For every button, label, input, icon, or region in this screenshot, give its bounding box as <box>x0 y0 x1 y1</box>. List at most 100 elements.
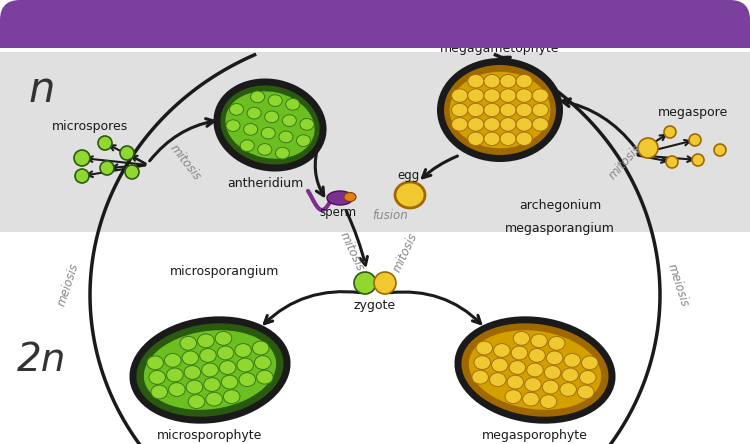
Circle shape <box>638 138 658 158</box>
Text: ALTERNATION OF GENERATIONS: ALTERNATION OF GENERATIONS <box>140 13 610 39</box>
Ellipse shape <box>279 131 293 143</box>
Ellipse shape <box>516 75 532 88</box>
Ellipse shape <box>239 373 256 387</box>
Circle shape <box>125 165 139 179</box>
Text: meiosis: meiosis <box>665 262 691 308</box>
Ellipse shape <box>151 385 167 399</box>
Ellipse shape <box>268 95 282 107</box>
Ellipse shape <box>516 103 532 117</box>
Ellipse shape <box>494 344 510 357</box>
Circle shape <box>374 272 396 294</box>
Ellipse shape <box>217 346 234 360</box>
Ellipse shape <box>509 361 526 374</box>
FancyBboxPatch shape <box>0 0 750 48</box>
Circle shape <box>692 154 704 166</box>
Text: microspores: microspores <box>52 119 128 132</box>
Ellipse shape <box>578 385 594 399</box>
Circle shape <box>354 272 376 294</box>
Ellipse shape <box>564 353 580 367</box>
Text: mitosis: mitosis <box>338 230 367 274</box>
Ellipse shape <box>474 356 490 369</box>
Ellipse shape <box>580 370 596 385</box>
Text: antheridium: antheridium <box>226 177 303 190</box>
Ellipse shape <box>206 392 223 406</box>
Text: sperm: sperm <box>320 206 356 218</box>
Ellipse shape <box>562 368 578 382</box>
Text: megagametophyte: megagametophyte <box>440 41 560 55</box>
Ellipse shape <box>472 370 488 384</box>
Text: megasporangium: megasporangium <box>505 222 615 234</box>
Text: megasporophyte: megasporophyte <box>482 428 588 441</box>
Circle shape <box>666 156 678 168</box>
Ellipse shape <box>513 332 529 345</box>
Text: microsporangium: microsporangium <box>170 266 280 278</box>
Ellipse shape <box>247 107 261 119</box>
Ellipse shape <box>180 337 196 350</box>
Ellipse shape <box>344 193 356 202</box>
Ellipse shape <box>505 390 521 404</box>
Ellipse shape <box>500 118 516 131</box>
Text: microsporophyte: microsporophyte <box>158 428 262 441</box>
Ellipse shape <box>484 118 500 131</box>
Ellipse shape <box>202 363 218 377</box>
Text: egg: egg <box>397 169 419 182</box>
Ellipse shape <box>265 111 279 123</box>
Text: megaspore: megaspore <box>658 106 728 119</box>
Ellipse shape <box>166 368 183 382</box>
Ellipse shape <box>581 356 598 370</box>
Ellipse shape <box>516 89 532 103</box>
Text: archegonium: archegonium <box>519 198 602 211</box>
Ellipse shape <box>184 365 201 379</box>
Ellipse shape <box>327 191 353 205</box>
Circle shape <box>74 150 90 166</box>
Ellipse shape <box>525 378 542 392</box>
Ellipse shape <box>452 89 468 103</box>
Ellipse shape <box>544 365 561 379</box>
Ellipse shape <box>200 349 216 362</box>
Ellipse shape <box>469 330 602 410</box>
Ellipse shape <box>526 363 543 377</box>
Ellipse shape <box>144 330 276 410</box>
Ellipse shape <box>251 91 265 103</box>
Ellipse shape <box>220 85 320 165</box>
Ellipse shape <box>182 351 199 365</box>
Ellipse shape <box>512 346 528 360</box>
Ellipse shape <box>476 341 493 355</box>
Ellipse shape <box>188 395 205 408</box>
Ellipse shape <box>461 323 608 417</box>
Ellipse shape <box>532 89 548 103</box>
Ellipse shape <box>454 316 616 424</box>
Ellipse shape <box>300 119 314 130</box>
Ellipse shape <box>395 182 425 208</box>
Ellipse shape <box>221 375 238 389</box>
Ellipse shape <box>468 75 484 88</box>
Ellipse shape <box>484 103 500 117</box>
Ellipse shape <box>214 79 326 171</box>
Ellipse shape <box>507 375 524 389</box>
Ellipse shape <box>468 132 484 146</box>
Ellipse shape <box>500 75 516 88</box>
Circle shape <box>100 161 114 175</box>
Circle shape <box>714 144 726 156</box>
Ellipse shape <box>500 132 516 146</box>
Text: mitosis: mitosis <box>390 230 420 274</box>
Ellipse shape <box>244 123 258 135</box>
Ellipse shape <box>253 341 269 355</box>
Ellipse shape <box>531 334 548 348</box>
Ellipse shape <box>529 349 545 362</box>
Bar <box>0 52 750 232</box>
Ellipse shape <box>286 99 300 110</box>
Bar <box>0 24 750 48</box>
Ellipse shape <box>532 118 548 131</box>
Text: mitosis: mitosis <box>167 141 203 182</box>
Ellipse shape <box>491 358 508 372</box>
Ellipse shape <box>452 103 468 117</box>
Ellipse shape <box>130 316 290 424</box>
Ellipse shape <box>500 103 516 117</box>
Text: zygote: zygote <box>354 298 396 312</box>
Ellipse shape <box>560 383 577 396</box>
Ellipse shape <box>484 75 500 88</box>
Ellipse shape <box>546 351 563 365</box>
Ellipse shape <box>548 337 565 350</box>
Ellipse shape <box>540 395 556 408</box>
